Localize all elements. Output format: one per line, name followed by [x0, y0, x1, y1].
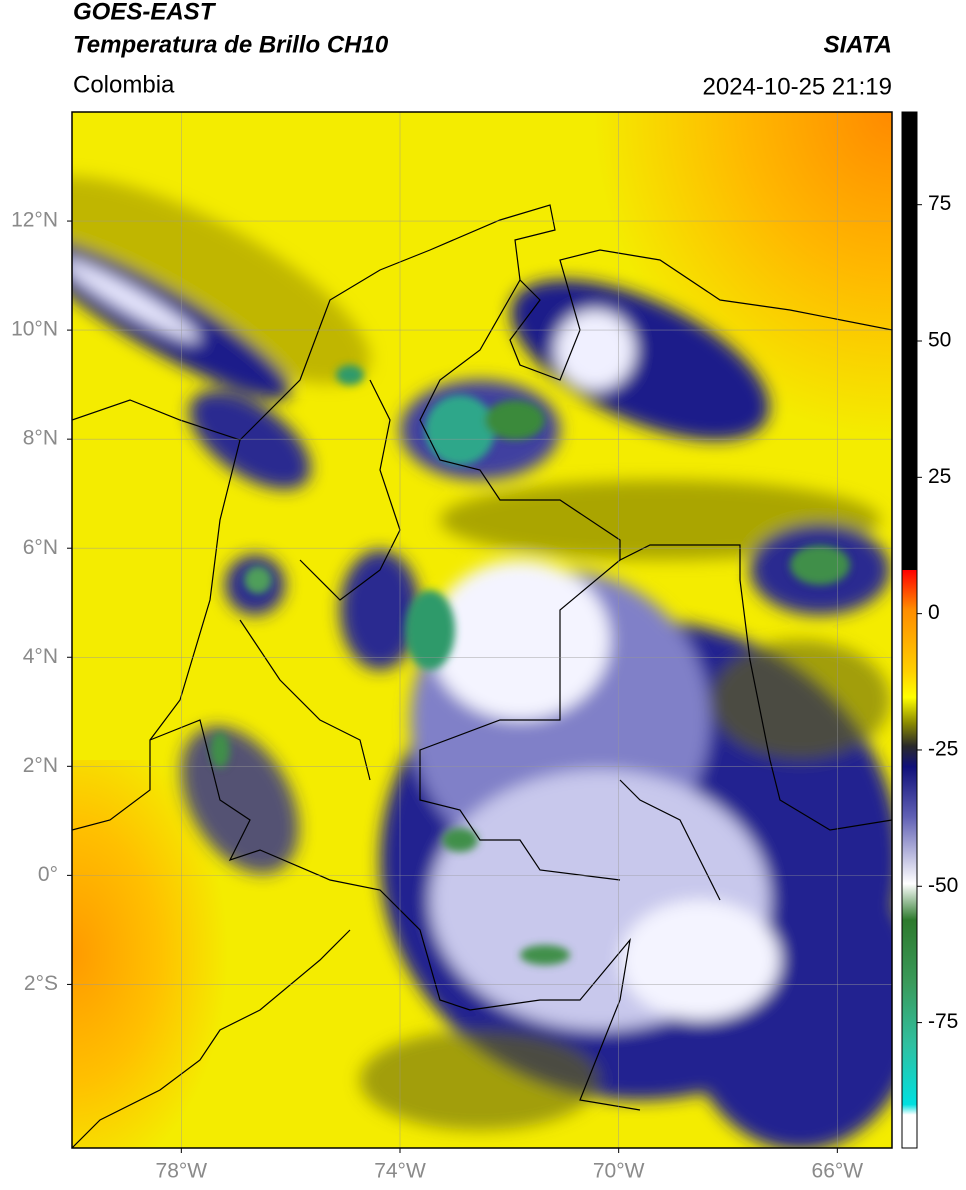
satellite-image: [72, 112, 892, 1148]
x-tick-label: 74°W: [374, 1160, 426, 1183]
colorbar-tick-label: 25: [928, 465, 951, 488]
title: GOES-EAST: [73, 0, 217, 25]
y-tick-label: 8°N: [23, 427, 58, 450]
datetime: 2024-10-25 21:19: [703, 73, 893, 100]
x-tick-label: 70°W: [593, 1160, 645, 1183]
colorbar-tick-label: -50: [928, 874, 958, 897]
colorbar-tick-label: 0: [928, 601, 940, 624]
x-tick-label: 78°W: [156, 1160, 208, 1183]
colorbar-tick-label: 75: [928, 192, 951, 215]
subtitle: Temperatura de Brillo CH10: [73, 31, 389, 58]
region: Colombia: [73, 71, 175, 98]
y-tick-label: 0°: [38, 863, 58, 886]
colorbar-tick-label: 50: [928, 329, 951, 352]
y-tick-label: 6°N: [23, 536, 58, 559]
colorbar-tick-label: -75: [928, 1010, 958, 1033]
x-tick-label: 66°W: [812, 1160, 864, 1183]
colorbar: [901, 111, 918, 1149]
map-frame: [71, 111, 893, 1149]
y-tick-label: 12°N: [11, 209, 58, 232]
y-tick-label: 10°N: [11, 318, 58, 341]
colorbar-tick-label: -25: [928, 738, 958, 761]
y-tick-label: 2°N: [23, 754, 58, 777]
grid: [72, 112, 892, 1148]
source: SIATA: [824, 31, 892, 58]
y-tick-label: 2°S: [24, 972, 58, 995]
y-tick-label: 4°N: [23, 645, 58, 668]
